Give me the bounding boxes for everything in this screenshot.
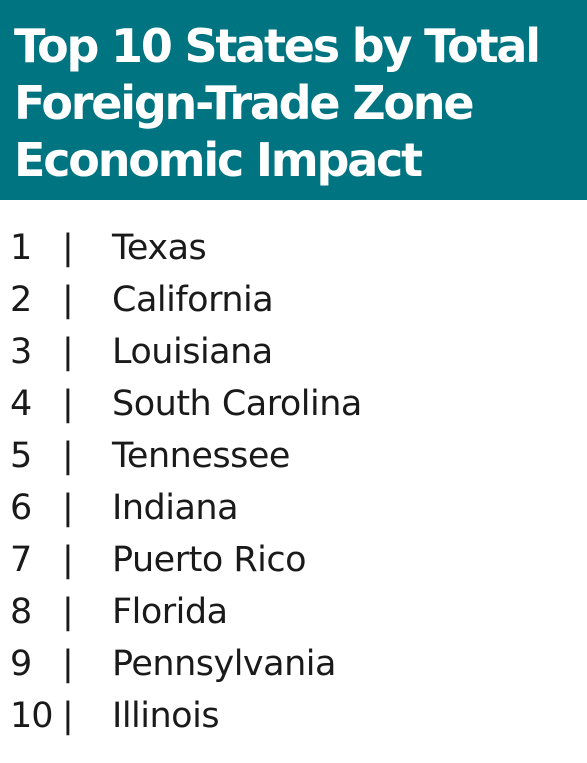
list-item: 2 | California <box>0 274 587 326</box>
state-name: Indiana <box>112 488 239 528</box>
state-name: Puerto Rico <box>112 540 307 580</box>
state-ranking-list: 1 | Texas 2 | California 3 | Louisiana 4… <box>0 222 587 742</box>
state-name: California <box>112 280 274 320</box>
separator: | <box>62 436 74 476</box>
state-name: Tennessee <box>112 436 290 476</box>
separator: | <box>62 280 74 320</box>
state-name: Florida <box>112 592 228 632</box>
state-name: Pennsylvania <box>112 644 336 684</box>
title-banner: Top 10 States by Total Foreign-Trade Zon… <box>0 0 587 200</box>
rank-number: 5 <box>10 436 32 476</box>
list-item: 3 | Louisiana <box>0 326 587 378</box>
rank-number: 9 <box>10 644 32 684</box>
separator: | <box>62 384 74 424</box>
list-item: 8 | Florida <box>0 586 587 638</box>
separator: | <box>62 592 74 632</box>
state-name: South Carolina <box>112 384 362 424</box>
separator: | <box>62 488 74 528</box>
rank-number: 4 <box>10 384 32 424</box>
list-item: 9 | Pennsylvania <box>0 638 587 690</box>
separator: | <box>62 332 74 372</box>
state-name: Texas <box>112 228 207 268</box>
separator: | <box>62 696 74 736</box>
separator: | <box>62 228 74 268</box>
rank-number: 3 <box>10 332 32 372</box>
state-name: Illinois <box>112 696 220 736</box>
rank-number: 1 <box>10 228 32 268</box>
list-item: 1 | Texas <box>0 222 587 274</box>
rank-number: 7 <box>10 540 32 580</box>
rank-number: 10 <box>10 696 54 736</box>
list-item: 7 | Puerto Rico <box>0 534 587 586</box>
rank-number: 8 <box>10 592 32 632</box>
rank-number: 6 <box>10 488 32 528</box>
title-line-1: Top 10 States by Total <box>14 19 541 73</box>
separator: | <box>62 644 74 684</box>
state-name: Louisiana <box>112 332 273 372</box>
list-item: 5 | Tennessee <box>0 430 587 482</box>
title-line-2: Foreign-Trade Zone <box>14 76 475 130</box>
list-item: 10 | Illinois <box>0 690 587 742</box>
list-item: 4 | South Carolina <box>0 378 587 430</box>
title-line-3: Economic Impact <box>14 133 423 187</box>
list-item: 6 | Indiana <box>0 482 587 534</box>
separator: | <box>62 540 74 580</box>
rank-number: 2 <box>10 280 32 320</box>
